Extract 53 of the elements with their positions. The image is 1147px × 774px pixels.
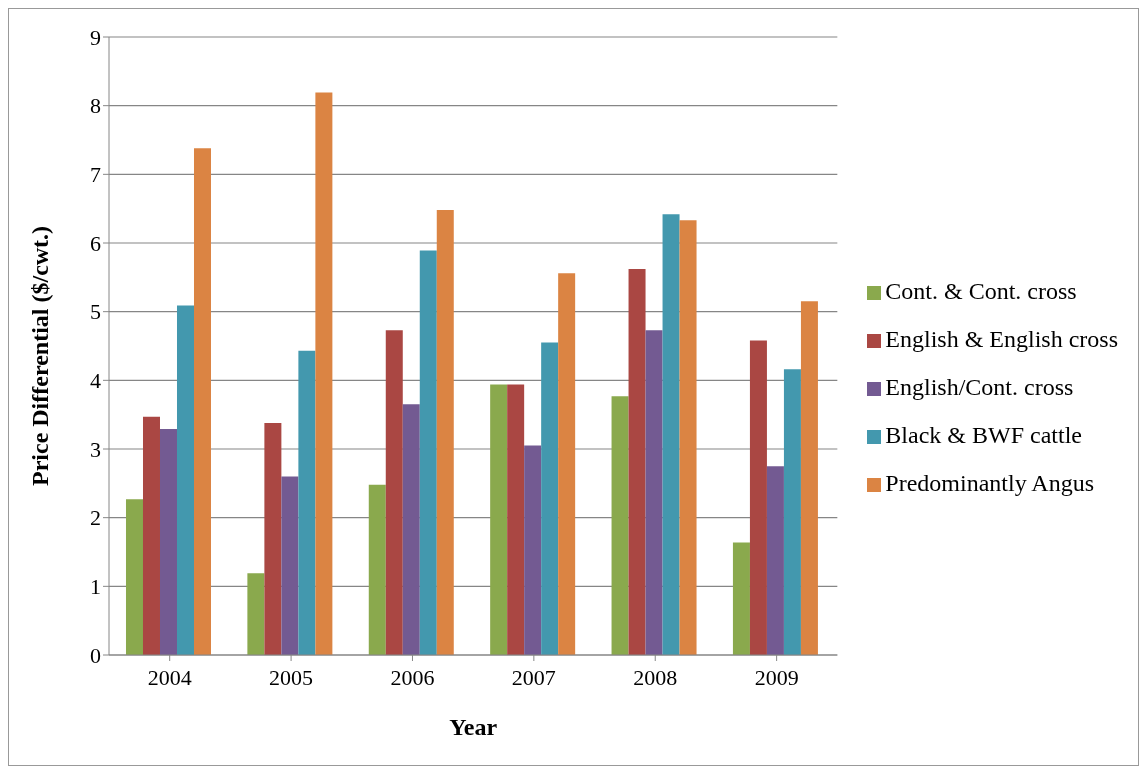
bar bbox=[645, 330, 663, 655]
bar bbox=[507, 384, 525, 655]
bar bbox=[298, 350, 316, 655]
bar bbox=[524, 445, 542, 655]
y-tick-label: 7 bbox=[90, 162, 101, 188]
bar bbox=[315, 92, 333, 655]
bar bbox=[385, 330, 403, 655]
bar bbox=[558, 273, 576, 655]
y-tick-label: 4 bbox=[90, 368, 101, 394]
bar bbox=[436, 210, 454, 655]
bar bbox=[732, 542, 750, 655]
x-tick-label: 2009 bbox=[754, 664, 799, 690]
x-axis-title: Year bbox=[449, 714, 498, 740]
y-tick-label: 2 bbox=[90, 505, 101, 531]
bar bbox=[800, 301, 818, 655]
bar bbox=[419, 250, 437, 655]
legend-label: English & English cross bbox=[885, 326, 1118, 352]
bar bbox=[402, 404, 420, 655]
legend-label: Cont. & Cont. cross bbox=[885, 278, 1077, 304]
y-tick-label: 8 bbox=[90, 93, 101, 119]
x-tick-label: 2004 bbox=[147, 664, 192, 690]
y-tick-label: 5 bbox=[90, 299, 101, 325]
bar bbox=[662, 214, 680, 655]
bar bbox=[247, 573, 265, 655]
bar bbox=[766, 466, 784, 655]
bar bbox=[749, 340, 767, 655]
y-axis-title: Price Differential ($/cwt.) bbox=[26, 225, 53, 486]
legend-label: Black & BWF cattle bbox=[885, 422, 1082, 448]
bar bbox=[281, 476, 299, 655]
y-tick-label: 1 bbox=[90, 574, 101, 600]
bar bbox=[264, 422, 282, 655]
bar bbox=[679, 220, 697, 655]
bar bbox=[541, 342, 559, 655]
bar bbox=[490, 384, 508, 655]
x-tick-label: 2006 bbox=[390, 664, 435, 690]
y-tick-label: 0 bbox=[90, 642, 101, 668]
x-tick-label: 2008 bbox=[633, 664, 678, 690]
bar bbox=[142, 416, 160, 655]
bar bbox=[193, 148, 211, 655]
x-tick-label: 2007 bbox=[511, 664, 556, 690]
y-tick-label: 6 bbox=[90, 230, 101, 256]
bar bbox=[628, 269, 646, 655]
legend-label: English/Cont. cross bbox=[885, 374, 1074, 400]
y-tick-label: 3 bbox=[90, 436, 101, 462]
legend-label: Predominantly Angus bbox=[885, 470, 1094, 496]
bar bbox=[125, 499, 143, 655]
y-tick-label: 9 bbox=[90, 24, 101, 50]
bar bbox=[368, 484, 386, 655]
bar bbox=[159, 429, 177, 655]
bar bbox=[783, 369, 801, 655]
bar bbox=[176, 305, 194, 655]
bar bbox=[611, 396, 629, 655]
x-tick-label: 2005 bbox=[269, 664, 314, 690]
